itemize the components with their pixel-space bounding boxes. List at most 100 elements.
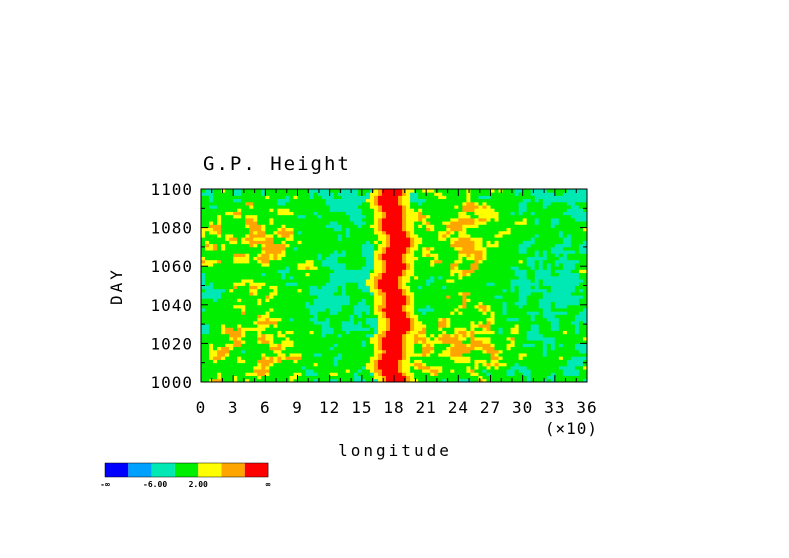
heatmap-cell (506, 237, 511, 241)
heatmap-cell (426, 285, 431, 290)
heatmap-cell (570, 227, 576, 232)
heatmap-cell (478, 288, 483, 293)
heatmap-cell (418, 356, 423, 360)
heatmap-cell (361, 230, 367, 235)
heatmap-cell (349, 295, 355, 299)
heatmap-cell (566, 272, 572, 277)
heatmap-cell (381, 269, 387, 274)
heatmap-cell (430, 295, 435, 299)
heatmap-cell (373, 237, 379, 241)
heatmap-cell (349, 227, 355, 232)
heatmap-cell (574, 375, 580, 380)
heatmap-cell (474, 372, 479, 376)
heatmap-cell (345, 295, 351, 299)
heatmap-cell (305, 230, 310, 235)
heatmap-cell (301, 346, 306, 351)
heatmap-cell (245, 311, 250, 315)
heatmap-cell (430, 330, 435, 335)
heatmap-cell (365, 240, 371, 245)
heatmap-cell (498, 214, 503, 219)
heatmap-cell (361, 262, 367, 267)
heatmap-cell (333, 317, 339, 322)
heatmap-cell (217, 314, 222, 319)
heatmap-cell (534, 314, 540, 319)
heatmap-cell (297, 330, 302, 335)
heatmap-cell (209, 285, 214, 290)
heatmap-cell (438, 272, 443, 277)
heatmap-cell (478, 282, 483, 286)
heatmap-cell (341, 365, 347, 370)
heatmap-cell (490, 327, 495, 331)
heatmap-cell (434, 253, 439, 257)
heatmap-cell (530, 237, 536, 241)
heatmap-cell (450, 250, 455, 254)
heatmap-cell (205, 240, 210, 245)
heatmap-cell (365, 243, 371, 248)
heatmap-cell (546, 259, 552, 264)
heatmap-cell (450, 333, 455, 338)
heatmap-cell (377, 234, 383, 238)
heatmap-cell (490, 349, 495, 354)
heatmap-cell (353, 320, 359, 325)
heatmap-cell (285, 250, 290, 254)
heatmap-cell (462, 269, 467, 274)
heatmap-cell (482, 340, 487, 344)
heatmap-cell (329, 250, 335, 254)
heatmap-cell (349, 230, 355, 235)
heatmap-cell (217, 262, 222, 267)
heatmap-cell (414, 246, 419, 251)
heatmap-cell (534, 304, 540, 309)
heatmap-cell (486, 224, 491, 228)
heatmap-cell (277, 259, 282, 264)
heatmap-cell (293, 301, 298, 306)
heatmap-cell (550, 256, 556, 261)
heatmap-cell (550, 304, 556, 309)
heatmap-cell (530, 314, 536, 319)
heatmap-cell (442, 250, 447, 254)
heatmap-cell (293, 378, 298, 383)
heatmap-cell (470, 365, 475, 370)
heatmap-cell (273, 291, 278, 296)
heatmap-cell (482, 369, 487, 373)
heatmap-cell (377, 291, 383, 296)
heatmap-cell (522, 362, 528, 367)
heatmap-cell (217, 369, 222, 373)
heatmap-cell (466, 237, 471, 241)
heatmap-cell (394, 301, 399, 306)
heatmap-cell (361, 320, 367, 325)
heatmap-cell (217, 243, 222, 248)
heatmap-cell (522, 308, 528, 312)
heatmap-cell (217, 346, 222, 351)
heatmap-cell (369, 301, 375, 306)
heatmap-cell (534, 221, 540, 225)
heatmap-cell (389, 217, 395, 222)
heatmap-cell (365, 250, 371, 254)
heatmap-cell (349, 237, 355, 241)
heatmap-cell (273, 214, 278, 219)
heatmap-cell (213, 285, 218, 290)
heatmap-cell (237, 317, 242, 322)
heatmap-cell (514, 230, 520, 235)
heatmap-cell (474, 237, 479, 241)
heatmap-cell (265, 353, 270, 357)
heatmap-cell (217, 333, 222, 338)
heatmap-cell (225, 282, 230, 286)
heatmap-cell (402, 237, 407, 241)
heatmap-cell (261, 365, 266, 370)
heatmap-cell (213, 320, 218, 325)
heatmap-cell (377, 272, 383, 277)
heatmap-cell (510, 269, 516, 274)
heatmap-cell (554, 272, 560, 277)
heatmap-cell (562, 224, 568, 228)
heatmap-cell (269, 343, 274, 348)
heatmap-cell (389, 317, 395, 322)
heatmap-cell (225, 285, 230, 290)
heatmap-cell (406, 346, 411, 351)
heatmap-cell (494, 359, 499, 364)
heatmap-cell (317, 262, 323, 267)
heatmap-cell (486, 372, 491, 376)
heatmap-cell (410, 340, 415, 344)
heatmap-cell (249, 304, 254, 309)
heatmap-cell (430, 291, 435, 296)
heatmap-cell (542, 253, 548, 257)
